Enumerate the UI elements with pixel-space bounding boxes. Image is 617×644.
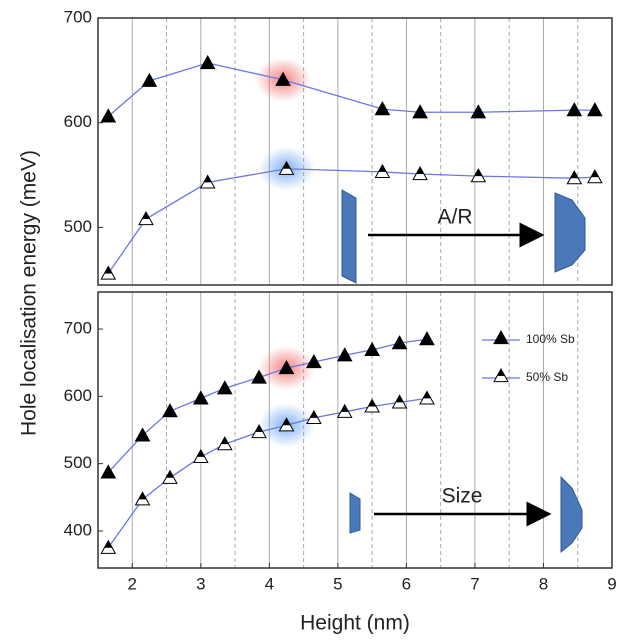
data-point <box>306 353 322 369</box>
data-point <box>216 380 233 395</box>
annotation: A/R <box>437 206 472 229</box>
y-tick-label: 500 <box>64 217 92 236</box>
y-tick-label: 600 <box>64 112 92 131</box>
data-point <box>419 331 435 346</box>
x-tick-label: 5 <box>333 574 342 593</box>
data-point <box>278 360 295 375</box>
dot-shape <box>349 492 361 534</box>
dot-shape <box>341 189 357 284</box>
data-point <box>391 394 408 409</box>
data-point <box>199 174 216 189</box>
data-point <box>100 539 117 554</box>
x-axis-label: Height (nm) <box>300 612 410 635</box>
plot-frame <box>97 17 613 286</box>
x-tick-label: 4 <box>265 574 274 593</box>
data-point <box>199 54 216 70</box>
y-axis-label: Hole localisation energy (meV) <box>18 150 41 436</box>
x-tick-label: 7 <box>470 574 479 593</box>
legend-marker <box>493 329 509 345</box>
data-point <box>412 165 428 181</box>
decorations <box>341 189 586 554</box>
data-point <box>278 160 295 175</box>
data-point <box>100 265 117 280</box>
data-point <box>275 71 291 86</box>
marker-top <box>255 425 263 433</box>
marker-top <box>340 404 349 412</box>
marker-top <box>416 167 424 175</box>
y-tick-label: 400 <box>64 520 92 539</box>
dot-shape <box>560 475 583 554</box>
marker-top <box>104 266 113 274</box>
data-point <box>336 347 353 362</box>
marker-top <box>138 492 147 500</box>
marker-top <box>423 391 431 399</box>
data-point <box>134 491 151 506</box>
x-tick-label: 9 <box>607 574 616 593</box>
data-point <box>192 448 209 464</box>
data-point <box>419 390 435 405</box>
y-tick-label: 700 <box>64 319 92 338</box>
data-point <box>587 102 603 117</box>
annotation: Size <box>442 485 483 508</box>
marker-top <box>203 175 212 183</box>
data-point <box>374 163 391 179</box>
data-point <box>100 108 117 123</box>
data-point <box>566 170 583 185</box>
marker-top <box>570 171 579 179</box>
marker-top <box>591 170 599 178</box>
data-point <box>192 390 209 405</box>
marker-top <box>378 164 387 172</box>
x-tick-label: 6 <box>402 574 411 593</box>
marker-top <box>282 418 291 426</box>
x-tick-label: 2 <box>128 574 137 593</box>
y-tick-label: 600 <box>64 386 92 405</box>
y-tick-label: 700 <box>64 7 92 26</box>
data-point <box>412 104 428 119</box>
marker-top <box>220 437 229 445</box>
data-point <box>336 403 353 418</box>
data-point <box>278 417 295 432</box>
data-point <box>138 211 154 226</box>
data-point <box>251 369 267 384</box>
marker-top <box>368 399 376 407</box>
data-point <box>470 104 487 119</box>
series-line <box>107 62 595 117</box>
plot-frame <box>97 291 613 569</box>
data-point <box>566 102 583 117</box>
data-point <box>364 398 380 413</box>
data-point <box>162 403 178 418</box>
data-point <box>470 168 487 183</box>
marker-top <box>310 410 318 418</box>
legend-label: 50% Sb <box>526 370 568 384</box>
data-point <box>391 335 408 350</box>
marker-top <box>166 470 174 478</box>
marker-top <box>474 169 483 177</box>
dot-shape <box>554 192 586 273</box>
marker-top <box>497 369 505 376</box>
x-tick-label: 3 <box>196 574 205 593</box>
data-point <box>141 72 158 87</box>
data-point <box>364 341 380 356</box>
data-point <box>306 409 322 424</box>
y-tick-label: 500 <box>64 453 92 472</box>
data-point <box>587 169 603 184</box>
marker-top <box>395 395 404 403</box>
legend-marker <box>493 367 509 383</box>
marker-top <box>142 212 150 220</box>
data-point <box>251 423 267 439</box>
marker-top <box>196 449 205 457</box>
marker-top <box>282 161 291 169</box>
x-tick-label: 8 <box>539 574 548 593</box>
data-point <box>216 436 233 451</box>
data-point <box>134 427 151 442</box>
marker-top <box>104 540 113 548</box>
data-point <box>162 469 178 484</box>
legend-label: 100% Sb <box>526 332 575 346</box>
data-point <box>100 464 117 479</box>
data-point <box>374 101 391 116</box>
